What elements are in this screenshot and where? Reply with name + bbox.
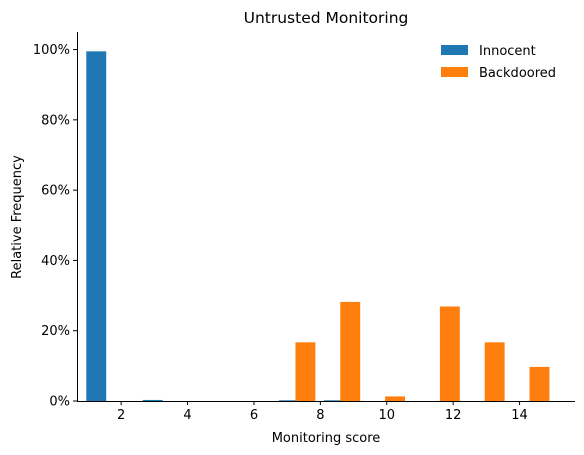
bars-layer [86,51,550,402]
y-tick-label: 40% [41,254,70,269]
innocent-legend-swatch [441,45,468,55]
chart-title: Untrusted Monitoring [244,9,409,27]
backdoored-bar-4 [484,342,505,401]
y-tick-label: 60% [41,184,70,199]
y-tick-label: 20% [41,324,70,339]
innocent-bar-1 [142,399,163,401]
backdoored-bar-2 [385,396,406,401]
x-tick-label: 6 [250,408,258,423]
x-tick-label: 10 [378,408,395,423]
x-tick-label: 4 [183,408,191,423]
innocent-bar-2 [278,400,299,402]
y-tick-label: 80% [41,113,70,128]
x-tick-label: 14 [511,408,528,423]
axes-layer [77,32,575,402]
backdoored-legend-swatch [441,67,468,77]
y-ticks: 0% 20% 40% 60% 80% 100% [33,43,77,410]
x-tick-label: 12 [445,408,462,423]
legend: Innocent Backdoored [441,44,556,81]
backdoored-legend-label: Backdoored [479,66,556,81]
backdoored-bar-0 [295,342,316,401]
x-ticks: 2 4 6 8 10 12 14 [117,401,528,423]
backdoored-bar-3 [439,306,460,401]
backdoored-bar-5 [529,366,550,401]
innocent-bar-0 [86,51,107,401]
y-tick-label: 100% [33,43,70,58]
x-tick-label: 8 [316,408,324,423]
y-axis-label: Relative Frequency [10,155,25,279]
innocent-legend-label: Innocent [479,44,536,59]
y-tick-label: 0% [49,395,70,410]
innocent-bar-3 [323,400,344,402]
backdoored-bar-1 [340,301,361,401]
x-axis-label: Monitoring score [272,431,381,446]
x-tick-label: 2 [117,408,125,423]
